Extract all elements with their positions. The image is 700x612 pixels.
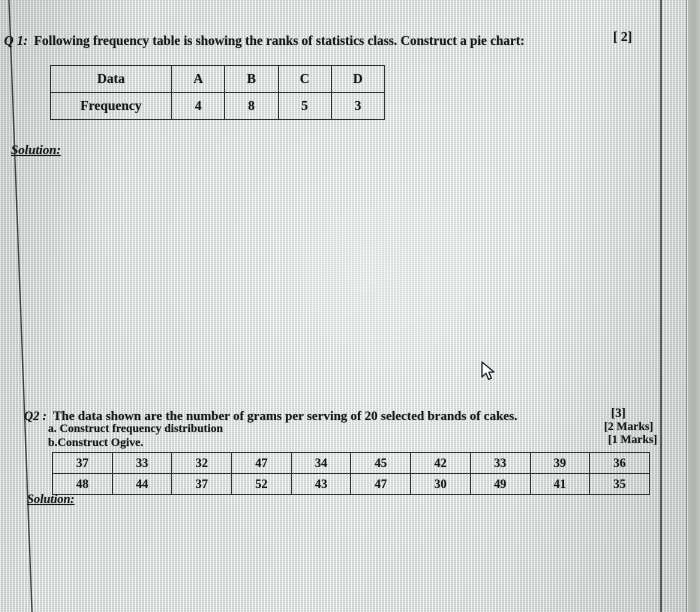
table-cell: 48 xyxy=(52,473,113,495)
table-cell: 37 xyxy=(171,473,233,495)
table-cell: 52 xyxy=(231,473,292,495)
table-cell: 8 xyxy=(224,92,279,120)
right-margin-rule-secondary xyxy=(686,0,687,612)
mouse-pointer-icon xyxy=(481,361,495,381)
table-cell: 43 xyxy=(290,473,352,495)
question2-part-b-marks: [1 Marks] xyxy=(608,433,658,446)
right-margin-rule xyxy=(660,0,662,612)
table-cell: Frequency xyxy=(49,92,173,120)
question1-solution-label: Solution: xyxy=(11,142,61,157)
question1-text: Following frequency table is showing the… xyxy=(34,33,525,48)
cake-grams-data-table: 37 33 32 47 34 45 42 33 39 36 48 44 37 5… xyxy=(52,452,650,495)
table-row: Data A B C D xyxy=(49,65,386,93)
table-cell: 37 xyxy=(52,452,113,474)
table-cell: 33 xyxy=(111,452,173,474)
table-row: Frequency 4 8 5 3 xyxy=(49,92,386,120)
table-cell: C xyxy=(277,65,332,93)
table-cell: 45 xyxy=(350,452,412,474)
table-cell: 44 xyxy=(111,473,173,495)
table-cell: Data xyxy=(49,65,173,93)
table-cell: B xyxy=(224,65,279,93)
table-cell: 42 xyxy=(410,452,471,474)
question2-part-a-marks: [2 Marks] xyxy=(604,420,654,433)
table-cell: 5 xyxy=(277,92,332,120)
question1-label: Q 1: xyxy=(4,33,28,48)
table-cell: 30 xyxy=(410,473,471,495)
question2-part-b: b.Construct Ogive. xyxy=(48,435,144,449)
table-cell: 39 xyxy=(529,452,591,474)
table-cell: 35 xyxy=(589,473,650,495)
frequency-table: Data A B C D Frequency 4 8 5 3 xyxy=(49,65,386,120)
table-cell: 3 xyxy=(330,92,386,120)
table-cell: D xyxy=(330,65,386,93)
table-cell: 47 xyxy=(231,452,292,474)
question2-marks: [3] xyxy=(611,406,626,420)
table-cell: 32 xyxy=(171,452,233,474)
question2-label: Q2 : xyxy=(24,409,47,423)
table-cell: A xyxy=(171,65,226,93)
table-cell: 4 xyxy=(171,92,226,120)
table-cell: 49 xyxy=(469,473,531,495)
question1-marks: [ 2] xyxy=(613,29,633,44)
question2-part-a: a. Construct frequency distribution xyxy=(48,422,223,435)
question2-solution-label: Solution: xyxy=(27,492,75,506)
table-cell: 36 xyxy=(589,452,650,474)
table-cell: 47 xyxy=(350,473,412,495)
table-cell: 34 xyxy=(290,452,352,474)
table-cell: 33 xyxy=(469,452,531,474)
table-row: 37 33 32 47 34 45 42 33 39 36 xyxy=(52,452,650,474)
question2-text: The data shown are the number of grams p… xyxy=(53,408,518,423)
paper-right-edge xyxy=(688,0,700,612)
table-row: 48 44 37 52 43 47 30 49 41 35 xyxy=(52,473,650,495)
table-cell: 41 xyxy=(529,473,591,495)
